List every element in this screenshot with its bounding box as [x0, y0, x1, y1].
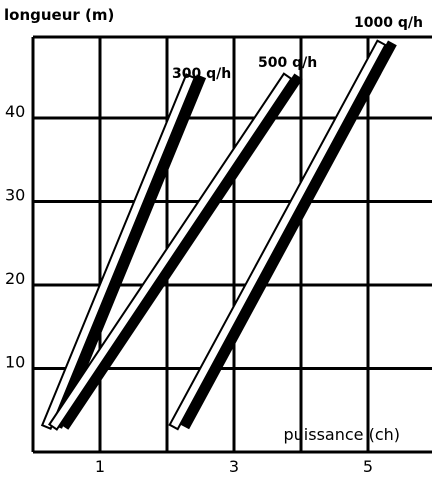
grid — [31, 35, 432, 454]
x-axis-title: puissance (ch) — [283, 425, 400, 444]
x-tick-label: 5 — [363, 457, 373, 476]
y-tick-label: 30 — [5, 186, 25, 205]
series-shadow — [52, 74, 207, 429]
series-label: 1000 q/h — [354, 15, 423, 31]
series-label: 500 q/h — [258, 55, 317, 71]
labels: longueur (m) puissance (ch) 300 q/h 500 q… — [4, 6, 423, 476]
y-tick-label: 20 — [5, 269, 25, 288]
y-tick-label: 10 — [5, 353, 25, 372]
series-line — [48, 72, 293, 431]
series-layer — [40, 39, 397, 431]
series-line — [40, 73, 196, 431]
x-tick-label: 3 — [229, 457, 239, 476]
series-line — [168, 39, 387, 431]
series-shadow — [180, 40, 397, 430]
y-tick-label: 40 — [5, 102, 25, 121]
series-label: 300 q/h — [172, 66, 231, 82]
x-tick-label: 1 — [95, 457, 105, 476]
y-axis-title: longueur (m) — [4, 6, 114, 24]
series-shadow — [59, 73, 303, 430]
